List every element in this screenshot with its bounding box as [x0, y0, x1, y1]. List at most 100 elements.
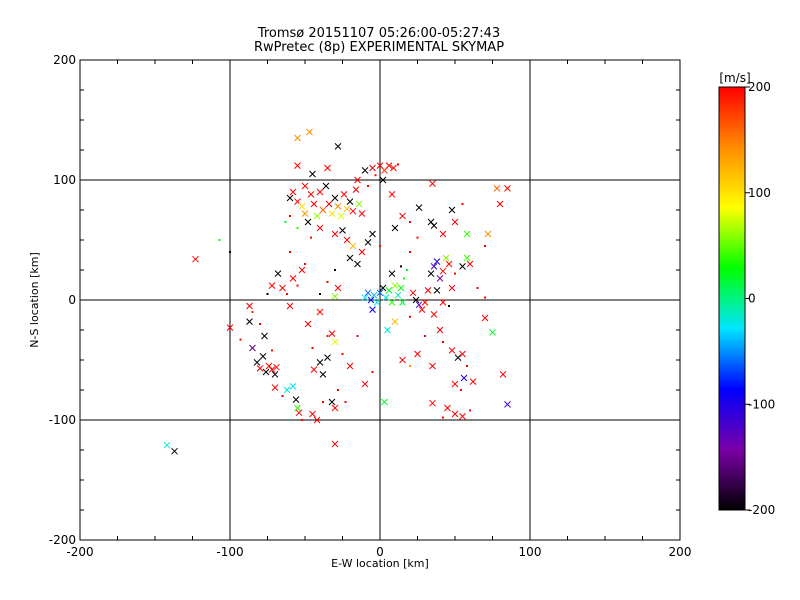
data-point-x — [385, 287, 393, 294]
data-point-dot — [344, 401, 347, 403]
data-point-x — [328, 210, 336, 217]
data-point-x — [429, 362, 436, 370]
data-point-x — [271, 371, 279, 378]
data-point-x — [430, 263, 438, 270]
data-point-x — [388, 191, 396, 198]
data-point-dot — [374, 174, 377, 177]
data-point-x — [294, 134, 301, 142]
data-point-x — [289, 383, 297, 390]
data-point-x — [171, 447, 178, 455]
data-point-x — [429, 180, 436, 187]
data-point-x — [328, 330, 336, 337]
data-point-x — [289, 188, 297, 196]
y-tick-label: 200 — [53, 53, 76, 67]
data-point-x — [246, 318, 253, 325]
data-point-x — [355, 200, 363, 208]
data-point-x — [286, 194, 294, 202]
x-tick-label: 100 — [519, 545, 542, 559]
data-point-x — [316, 359, 324, 366]
data-point-x — [331, 440, 339, 448]
data-point-x — [436, 275, 444, 282]
chart-subtitle: RwPretec (8p) EXPERIMENTAL SKYMAP — [254, 40, 504, 55]
data-point-dot — [442, 416, 444, 419]
data-point-x — [504, 401, 511, 408]
data-point-x — [430, 222, 438, 229]
data-points — [163, 128, 511, 455]
data-point-x — [385, 162, 393, 169]
data-point-x — [466, 260, 474, 268]
data-point-x — [313, 416, 321, 424]
data-point-x — [481, 314, 489, 322]
data-point-x — [364, 289, 372, 297]
data-point-dot — [484, 245, 486, 247]
data-point-x — [310, 366, 318, 373]
x-axis-label: E-W location [km] — [331, 557, 429, 570]
data-point-x — [459, 413, 466, 420]
data-point-x — [352, 186, 360, 193]
data-point-x — [493, 185, 501, 192]
data-point-dot — [259, 323, 261, 325]
data-point-x — [346, 254, 354, 262]
chart-title: Tromsø 20151107 05:26:00-05:27:43 — [257, 26, 500, 41]
data-point-x — [358, 210, 366, 217]
data-point-x — [436, 326, 444, 334]
data-point-dot — [397, 163, 399, 166]
data-point-x — [334, 203, 342, 210]
data-point-x — [295, 409, 303, 417]
data-point-x — [358, 248, 366, 256]
data-point-x — [390, 164, 397, 172]
data-point-x — [367, 296, 375, 304]
data-point-x — [268, 282, 276, 289]
data-point-x — [421, 299, 429, 306]
data-point-dot — [341, 353, 344, 355]
data-point-dot — [326, 281, 329, 283]
data-point-dot — [322, 401, 324, 403]
data-point-dot — [286, 293, 288, 295]
data-point-x — [334, 284, 342, 292]
data-point-dot — [416, 236, 419, 239]
data-point-x — [382, 294, 390, 301]
data-point-x — [261, 332, 268, 340]
data-point-x — [292, 396, 300, 403]
data-point-x — [310, 200, 318, 208]
data-point-dot — [461, 203, 464, 205]
data-point-x — [451, 380, 459, 388]
data-point-x — [399, 356, 406, 364]
data-point-x — [309, 410, 316, 418]
data-point-x — [346, 362, 354, 370]
colorbar — [718, 86, 746, 511]
data-point-x — [256, 365, 264, 372]
y-tick-label: -100 — [49, 413, 76, 427]
data-point-x — [331, 338, 339, 346]
data-point-x — [399, 212, 406, 220]
data-point-x — [433, 287, 441, 294]
data-point-x — [322, 182, 330, 190]
data-point-x — [381, 398, 388, 406]
data-point-x — [259, 353, 267, 360]
data-point-dot — [311, 347, 314, 349]
data-point-x — [391, 318, 399, 325]
data-point-dot — [251, 311, 254, 313]
data-point-x — [334, 143, 342, 150]
data-point-x — [301, 210, 309, 217]
data-point-x — [418, 306, 426, 313]
data-point-x — [349, 207, 357, 215]
data-point-x — [316, 308, 324, 316]
data-point-dot — [310, 236, 312, 239]
data-point-x — [226, 324, 234, 331]
data-point-dot — [409, 315, 411, 318]
data-point-x — [459, 263, 466, 270]
data-point-x — [451, 218, 459, 226]
data-point-x — [339, 227, 346, 234]
data-point-x — [484, 230, 492, 238]
data-point-x — [319, 371, 327, 378]
data-point-x — [415, 204, 423, 211]
data-point-x — [415, 301, 423, 309]
colorbar-tick-label: 0 — [748, 292, 756, 306]
data-point-x — [304, 218, 312, 226]
data-point-x — [439, 230, 447, 238]
data-point-dot — [289, 251, 291, 253]
data-point-x — [379, 176, 387, 184]
data-point-dot — [400, 265, 402, 268]
